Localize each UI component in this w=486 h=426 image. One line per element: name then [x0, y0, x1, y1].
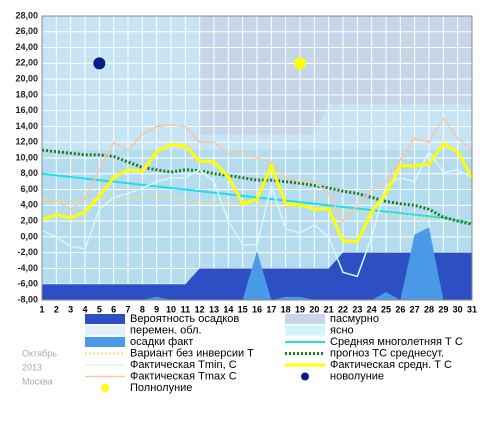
caption: Октябрь	[22, 348, 57, 358]
legend-swatch	[85, 314, 125, 324]
y-tick-label: 14,00	[15, 121, 38, 131]
legend-label: Фактическая средн. Т С	[330, 359, 452, 371]
y-tick-label: 16,00	[15, 105, 38, 115]
y-tick-label: 8,00	[20, 168, 38, 178]
y-tick-label: 20,00	[15, 73, 38, 83]
y-tick-label: -6,00	[17, 279, 38, 289]
x-tick-label: 19	[295, 304, 305, 314]
legend-label: Средняя многолетняя Т С	[330, 336, 463, 348]
legend-label: Вероятность осадков	[130, 313, 239, 325]
y-tick-label: -4,00	[17, 263, 38, 273]
x-tick-label: 12	[195, 304, 205, 314]
legend-label: новолуние	[330, 370, 384, 382]
legend-label: пасмурно	[330, 313, 379, 325]
line	[41, 141, 474, 244]
x-tick-label: 3	[68, 304, 73, 314]
legend-label: Фактическая Tmin, С	[130, 359, 237, 371]
x-tick-label: 1	[39, 304, 44, 314]
legend-label: ясно	[330, 324, 354, 336]
moon-marker	[294, 57, 306, 70]
plot-frame	[41, 15, 473, 301]
legend-label: Полнолуние	[130, 382, 192, 394]
band-area	[199, 16, 472, 135]
legend-label: Вариант без инверсии Т	[130, 347, 254, 359]
x-tick-label: 26	[395, 304, 405, 314]
x-tick-label: 29	[438, 304, 448, 314]
y-tick-label: 2,00	[20, 215, 38, 225]
legend-label: Фактическая Tmax С	[130, 370, 237, 382]
x-tick-label: 7	[125, 304, 130, 314]
y-tick-label: 0,00	[20, 231, 38, 241]
legend-swatch	[285, 314, 325, 324]
x-tick-label: 10	[166, 304, 176, 314]
x-tick-label: 27	[410, 304, 420, 314]
x-tick-label: 11	[181, 304, 191, 314]
x-tick-label: 5	[97, 304, 102, 314]
x-tick-label: 16	[252, 304, 262, 314]
y-tick-label: 6,00	[20, 184, 38, 194]
y-tick-label: 24,00	[15, 42, 38, 52]
legend-swatch	[85, 325, 125, 336]
x-tick-label: 20	[309, 304, 319, 314]
x-tick-label: 18	[281, 304, 291, 314]
legend-swatch	[285, 325, 325, 336]
x-tick-label: 13	[209, 304, 219, 314]
y-tick-label: 26,00	[15, 26, 38, 36]
area	[42, 227, 472, 300]
x-tick-label: 17	[266, 304, 276, 314]
x-tick-label: 22	[338, 304, 348, 314]
line	[41, 150, 473, 278]
x-tick-label: 25	[381, 304, 391, 314]
line	[41, 148, 473, 226]
caption: 2013	[22, 362, 42, 372]
legend-label: прогноз ТС среднесут.	[330, 347, 444, 359]
y-tick-label: 22,00	[15, 58, 38, 68]
x-tick-label: 15	[238, 304, 248, 314]
caption: Москва	[22, 376, 53, 386]
y-tick-label: -2,00	[17, 247, 38, 257]
line	[41, 195, 473, 224]
x-tick-label: 14	[223, 304, 233, 314]
x-tick-label: 8	[140, 304, 145, 314]
x-tick-label: 9	[154, 304, 159, 314]
x-tick-label: 2	[54, 304, 59, 314]
x-tick-label: 30	[453, 304, 463, 314]
y-tick-label: 4,00	[20, 200, 38, 210]
legend-swatch	[301, 372, 309, 381]
y-tick-label: 12,00	[15, 137, 38, 147]
y-tick-label: 10,00	[15, 152, 38, 162]
moon-marker	[93, 57, 106, 70]
legend-label: перемен. обл.	[130, 324, 202, 336]
y-tick-label: 18,00	[15, 89, 38, 99]
x-tick-label: 31	[467, 304, 477, 314]
x-tick-label: 6	[111, 304, 116, 314]
line	[42, 117, 473, 223]
x-tick-label: 24	[367, 304, 377, 314]
legend-swatch	[85, 337, 125, 347]
legend-label: осадки факт	[130, 336, 193, 348]
x-tick-label: 4	[82, 304, 87, 314]
y-tick-label: 28,00	[15, 10, 38, 20]
legend-swatch	[101, 384, 109, 392]
x-tick-label: 21	[324, 304, 334, 314]
x-tick-label: 23	[352, 304, 362, 314]
y-tick-label: -8,00	[17, 294, 38, 304]
x-tick-label: 28	[424, 304, 434, 314]
